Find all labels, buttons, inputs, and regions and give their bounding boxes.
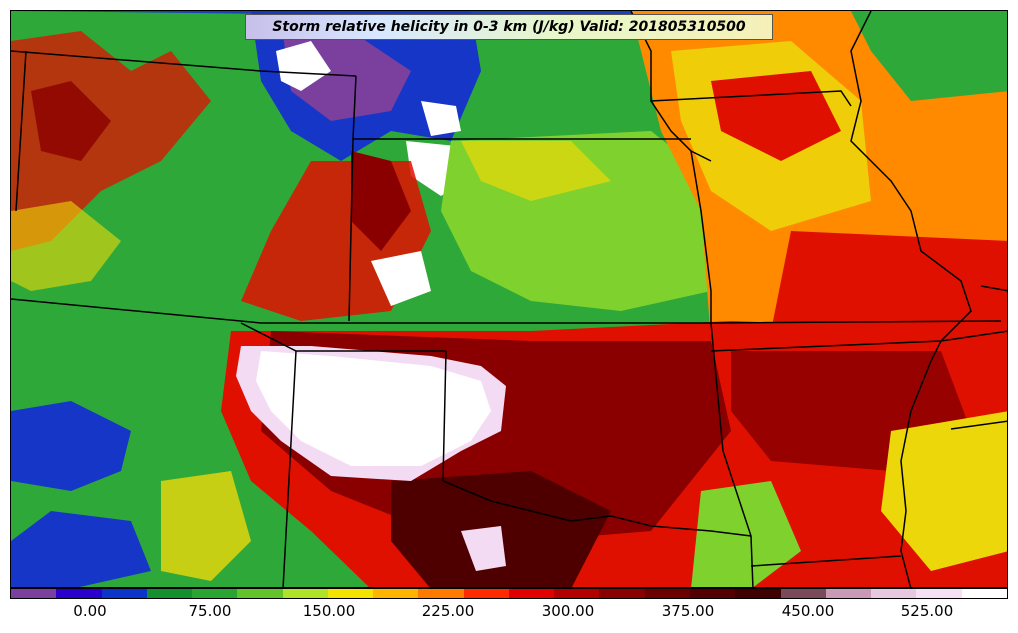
- border-kansas-south: [11, 298, 1002, 324]
- colorbar-tick-label: 75.00: [188, 602, 232, 620]
- colorbar-segment: [644, 589, 690, 598]
- border-arkansas-north: [710, 330, 1007, 352]
- colorbar-tick-label: 375.00: [661, 602, 715, 620]
- colorbar-segment: [508, 589, 555, 598]
- colorbar-tick-label: 150.00: [302, 602, 356, 620]
- border-iowa-south: [650, 90, 852, 107]
- field-north-white: [276, 41, 331, 91]
- colorbar-segment: [735, 589, 781, 598]
- colorbar-segment: [373, 589, 419, 598]
- colorbar-segment: [101, 589, 147, 598]
- border-ne-kansas-bend: [690, 150, 712, 162]
- border-colorado-east: [348, 138, 354, 322]
- field-colorado-white-2: [371, 251, 431, 306]
- field-west-yellow: [161, 471, 251, 581]
- colorbar-segment: [825, 589, 872, 598]
- colorbar-segment: [780, 589, 826, 598]
- colorbar-segment: [327, 589, 374, 598]
- border-nebraska-panhandle-west: [352, 75, 357, 140]
- colorbar-segment: [11, 589, 57, 598]
- plot-title: Storm relative helicity in 0-3 km (J/kg)…: [245, 14, 773, 40]
- helicity-field-plot: [11, 11, 1007, 587]
- colorbar: [10, 588, 1008, 599]
- colorbar-tick-label: 300.00: [541, 602, 595, 620]
- colorbar-tick-label: 225.00: [421, 602, 475, 620]
- border-missouri-river: [630, 11, 712, 323]
- border-red-river: [442, 480, 752, 537]
- colorbar-segment: [961, 589, 1007, 598]
- field-west-blue-2: [11, 511, 151, 587]
- field-north-white-2: [421, 101, 461, 136]
- border-arkansas-south: [750, 555, 902, 567]
- colorbar-segment: [463, 589, 509, 598]
- field-northwest-dark: [31, 81, 111, 161]
- field-core-white: [256, 351, 491, 466]
- border-mississippi: [850, 11, 972, 587]
- field-east-red-iowa: [711, 71, 841, 161]
- colorbar-tick-labels: 0.00 75.00 150.00 225.00 300.00 375.00 4…: [0, 601, 1018, 627]
- colorbar-segment: [599, 589, 645, 598]
- colorbar-segment: [418, 589, 464, 598]
- colorbar-segment: [916, 589, 962, 598]
- colorbar-segment: [192, 589, 238, 598]
- colorbar-segment: [237, 589, 283, 598]
- border-texas-panhandle-east: [442, 350, 447, 482]
- border-oklahoma-east: [710, 322, 754, 587]
- field-central-darkred-colorado: [351, 151, 411, 251]
- border-utah-east: [15, 50, 27, 212]
- field-west-blue: [11, 401, 131, 491]
- colorbar-tick-label: 450.00: [781, 602, 835, 620]
- colorbar-segment: [554, 589, 600, 598]
- field-east-green: [851, 11, 1007, 101]
- colorbar-segment: [871, 589, 917, 598]
- field-northwest-yellow: [11, 201, 121, 291]
- field-se-green: [691, 481, 801, 587]
- field-central-yellow: [461, 141, 611, 201]
- state-borders: [11, 11, 1007, 587]
- border-wyoming-south: [11, 50, 357, 77]
- field-core-pink-south: [461, 526, 506, 571]
- border-tenn-north: [950, 420, 1007, 430]
- colorbar-segment: [146, 589, 193, 598]
- border-texas-panhandle-west: [282, 350, 297, 587]
- colorbar-tick-label: 0.00: [73, 602, 107, 620]
- border-east-edge: [980, 285, 1007, 292]
- colorbar-segment: [56, 589, 102, 598]
- colorbar-segment: [282, 589, 328, 598]
- field-se-yellow: [881, 411, 1007, 571]
- colorbar-segment: [689, 589, 736, 598]
- helicity-map: [10, 10, 1008, 588]
- colorbar-tick-label: 525.00: [900, 602, 954, 620]
